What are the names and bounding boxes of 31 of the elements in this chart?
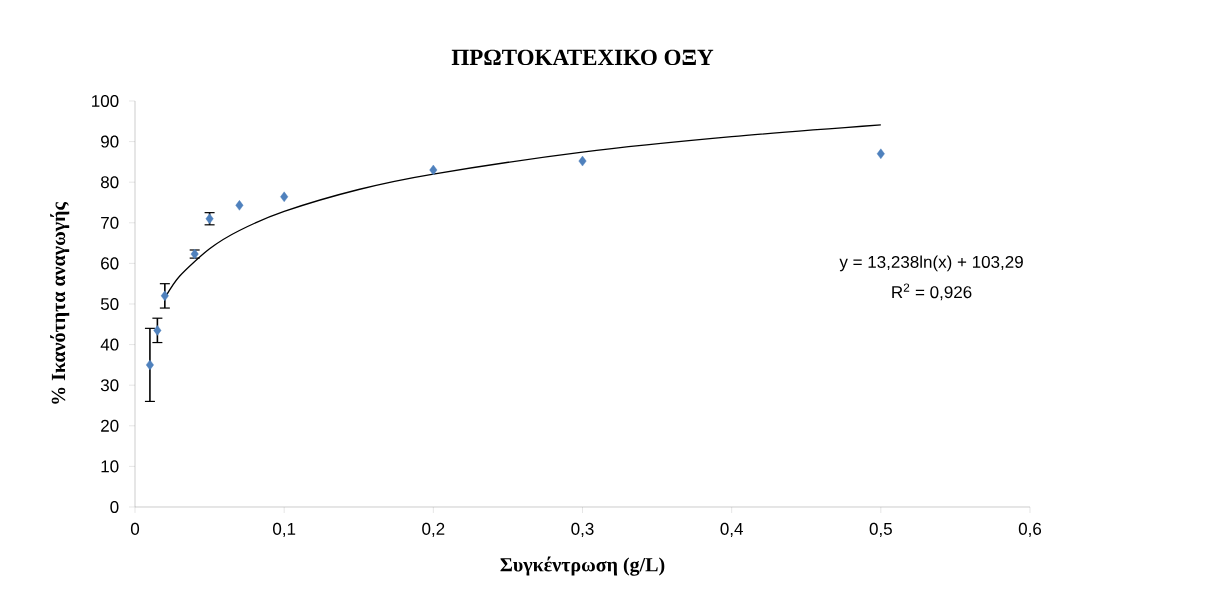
x-tick-label: 0,4 (720, 522, 743, 537)
point (235, 200, 244, 211)
y-tick-label: 80 (100, 176, 119, 189)
point (876, 148, 885, 159)
y-tick-label: 50 (100, 297, 119, 311)
x-axis-title: Συγκέντρωση (g/L) (500, 556, 665, 576)
point (280, 191, 289, 203)
y-tick-label: 70 (101, 216, 119, 229)
x-tick-label: 0,3 (571, 522, 594, 537)
y-axis-title: % Ικανότητα αναγωγής (50, 201, 70, 404)
point (153, 325, 162, 336)
chart-title: ΠΡΩΤΟΚΑΤΕΧΙΚΟ ΟΞΥ (451, 49, 714, 66)
annotation: y = 13,238ln(x) + 103,29 (839, 255, 1023, 272)
point (145, 359, 154, 371)
y-tick-label: 10 (101, 460, 119, 473)
y-tick-label: 30 (100, 379, 119, 392)
y-tick-label: 20 (101, 419, 119, 432)
x-tick-label: 0,1 (273, 522, 296, 537)
point (429, 164, 438, 176)
y-tick-label: 0 (110, 500, 119, 514)
point (578, 155, 587, 167)
x-tick-label: 0 (130, 522, 140, 535)
point (160, 290, 169, 302)
y-tick-label: 60 (101, 257, 119, 270)
y-tick-label: 100 (92, 94, 119, 108)
y-tick-label: 90 (101, 135, 119, 148)
annotation: R$^{2}$ = 0,926 (892, 283, 972, 301)
x-tick-label: 0,6 (1018, 522, 1042, 537)
y-tick-label: 40 (100, 338, 119, 351)
x-tick-label: 0,2 (422, 522, 445, 537)
x-tick-label: 0,5 (869, 522, 892, 537)
